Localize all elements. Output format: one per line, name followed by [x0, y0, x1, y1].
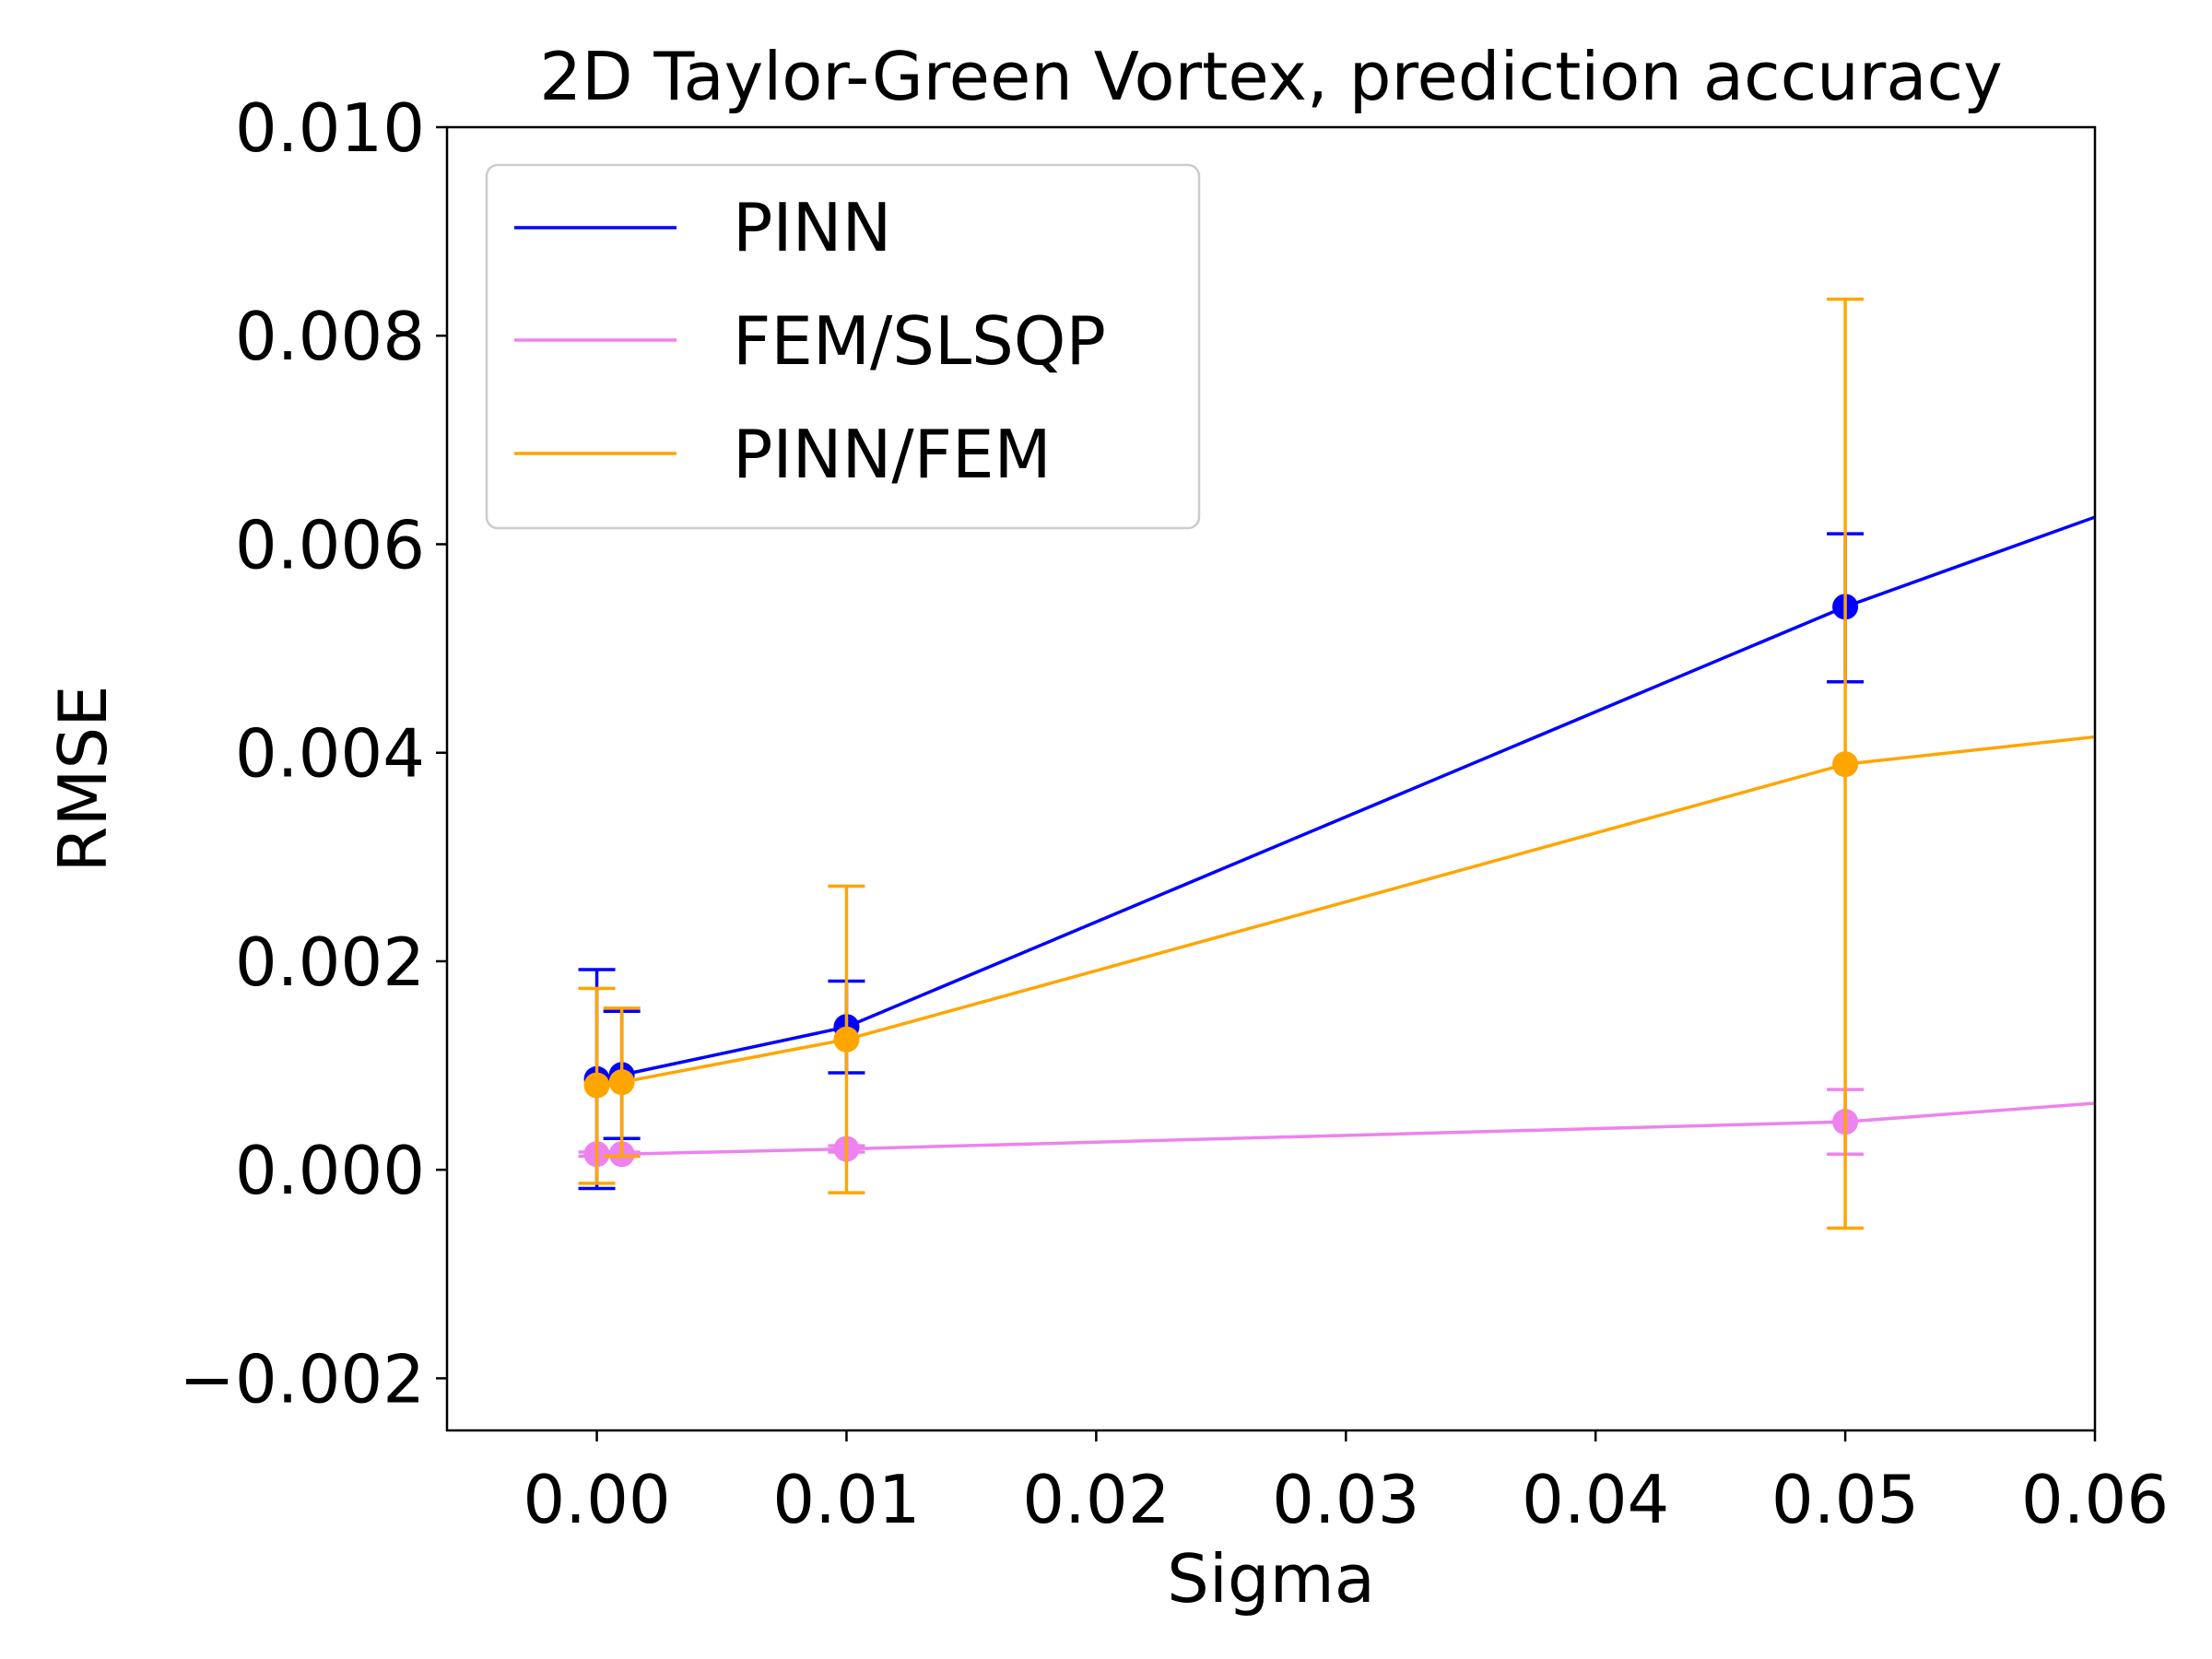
x-tick-label: 0.02 [1022, 1461, 1170, 1538]
x-tick-label: 0.00 [523, 1461, 670, 1538]
legend-label-pinn-fem: PINN/FEM [733, 416, 1052, 493]
data-point-pinn-fem [833, 1026, 860, 1053]
x-tick-label: 0.06 [2021, 1461, 2169, 1538]
y-tick-label: 0.008 [235, 298, 425, 375]
y-tick-label: 0.010 [235, 89, 425, 167]
x-tick-label: 0.04 [1522, 1461, 1669, 1538]
data-point-pinn-fem [1832, 751, 1859, 778]
y-tick-label: 0.004 [235, 715, 425, 793]
chart-title: 2D Taylor-Green Vortex, prediction accur… [539, 38, 2002, 115]
x-tick-label: 0.01 [772, 1461, 920, 1538]
x-tick-label: 0.03 [1272, 1461, 1419, 1538]
data-point-pinn-fem [608, 1069, 635, 1096]
ticks-layer: 0.00 0.01 0.02 0.03 0.04 0.05 0.06 −0.002 0.000 0… [180, 89, 2170, 1538]
legend: PINN FEM/SLSQP PINN/FEM [485, 163, 1201, 530]
legend-label-fem-slsqp: FEM/SLSQP [733, 302, 1106, 380]
series-layer [578, 297, 2095, 1230]
y-axis-label: RMSE [44, 685, 122, 872]
y-tick-label: −0.002 [180, 1340, 425, 1418]
y-tick-label: 0.006 [235, 506, 425, 583]
y-tick-label: 0.002 [235, 924, 425, 1001]
legend-label-pinn: PINN [733, 189, 891, 266]
series-pinn-fem [578, 297, 2095, 1230]
y-tick-label: 0.000 [235, 1132, 425, 1209]
axes-frame [445, 125, 2097, 1432]
legend-box [485, 163, 1201, 530]
x-tick-label: 0.05 [1771, 1461, 1919, 1538]
x-axis-label: Sigma [1167, 1540, 1375, 1618]
data-point-pinn-fem [583, 1072, 610, 1099]
